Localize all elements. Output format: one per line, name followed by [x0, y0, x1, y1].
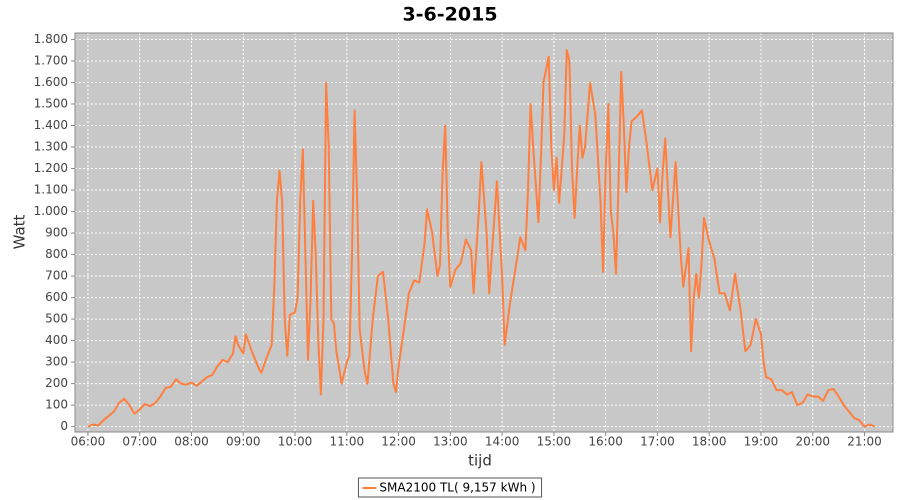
y-tick-label: 200	[45, 376, 68, 390]
x-tick-label: 19:00	[744, 435, 779, 449]
x-tick-label: 18:00	[692, 435, 727, 449]
y-tick-label: 500	[45, 312, 68, 326]
y-tick-label: 1.100	[34, 183, 68, 197]
y-tick-label: 1.200	[34, 161, 68, 175]
y-tick-label: 900	[45, 226, 68, 240]
legend: SMA2100 TL( 9,157 kWh )	[357, 477, 543, 498]
x-tick-label: 17:00	[640, 435, 675, 449]
legend-box	[357, 477, 543, 498]
chart-title: 3-6-2015	[402, 4, 497, 26]
y-tick-label: 100	[45, 398, 68, 412]
x-tick-label: 20:00	[795, 435, 830, 449]
y-tick-label: 1.000	[34, 204, 68, 218]
plot-border	[74, 32, 894, 433]
y-tick-label: 1.800	[34, 32, 68, 46]
legend-label: SMA2100 TL( 9,157 kWh )	[379, 481, 535, 495]
y-tick-label: 1.500	[34, 96, 68, 110]
y-tick-label: 600	[45, 290, 68, 304]
x-tick-label: 11:00	[330, 435, 365, 449]
x-tick-label: 06:00	[71, 435, 106, 449]
x-tick-label: 15:00	[537, 435, 572, 449]
data-line	[87, 49, 876, 428]
x-tick-label: 08:00	[174, 435, 209, 449]
y-tick-label: 400	[45, 333, 68, 347]
x-tick-label: 13:00	[433, 435, 468, 449]
x-tick-label: 10:00	[278, 435, 313, 449]
y-tick-label: 1.600	[34, 75, 68, 89]
y-tick-label: 300	[45, 355, 68, 369]
x-tick-label: 09:00	[226, 435, 261, 449]
y-axis-label: Watt	[11, 214, 29, 249]
x-tick-label: 12:00	[381, 435, 416, 449]
y-tick-label: 700	[45, 269, 68, 283]
plot-area	[75, 33, 893, 432]
x-tick-label: 07:00	[122, 435, 157, 449]
y-tick-label: 0	[60, 419, 68, 433]
x-tick-label: 16:00	[588, 435, 623, 449]
x-tick-label: 21:00	[847, 435, 882, 449]
y-tick-label: 1.300	[34, 140, 68, 154]
y-tick-label: 1.400	[34, 118, 68, 132]
x-tick-label: 14:00	[485, 435, 520, 449]
y-tick-label: 1.700	[34, 53, 68, 67]
y-tick-label: 800	[45, 247, 68, 261]
x-axis-label: tijd	[468, 452, 492, 470]
